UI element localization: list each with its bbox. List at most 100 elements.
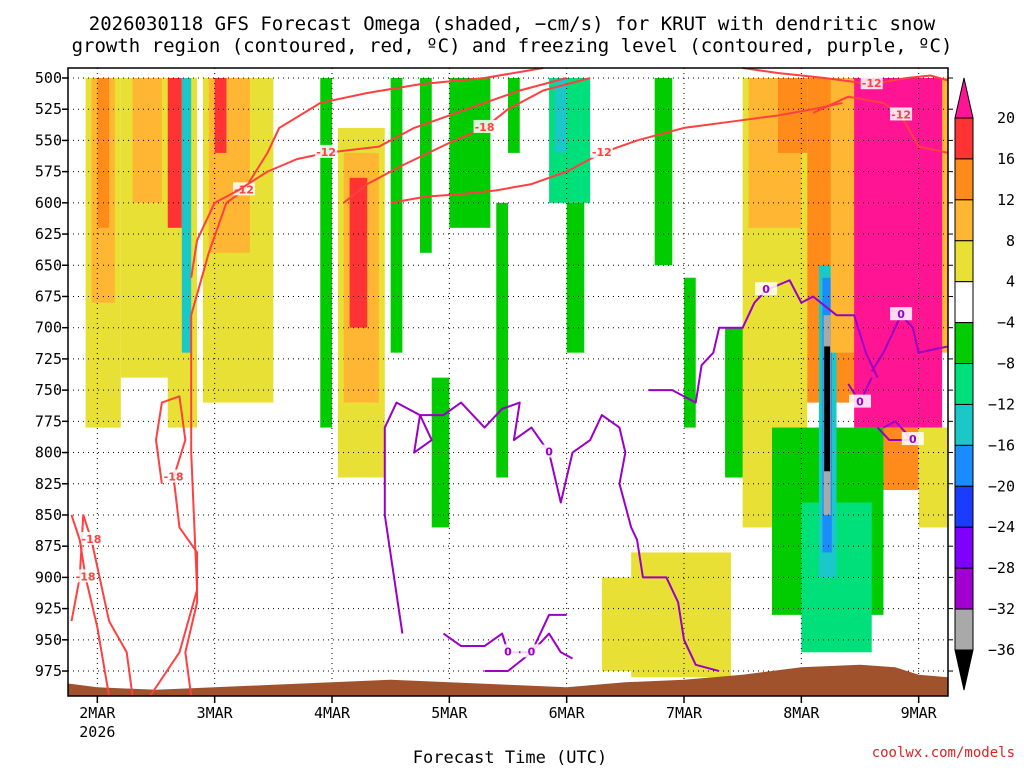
red-contour-label-bg-0	[80, 531, 103, 545]
colorbar-swatch-7	[954, 363, 974, 405]
colorbar-label-7: −12	[988, 395, 1015, 413]
omega-region-38	[824, 346, 831, 472]
colorbar-legend: 20 16 12 8 4 −4 −8 −12 −16 −20 −24 −28 −32 −36	[954, 77, 1015, 691]
red-contour-label-bg-3	[162, 469, 185, 483]
colorbar-label-9: −20	[988, 477, 1015, 495]
y-tick-label-875: 875	[35, 537, 62, 555]
y-tick-label-725: 725	[35, 350, 62, 368]
purple-contour-label-0: 0	[545, 446, 553, 459]
omega-region-23	[566, 202, 585, 353]
omega-region-16	[420, 77, 432, 253]
red-contour-label-7: -12	[891, 108, 911, 121]
omega-region-22	[554, 77, 567, 153]
x-tick-label-3: 3MAR	[197, 704, 234, 722]
colorbar-swatch-3	[954, 199, 974, 242]
omega-region-4	[132, 77, 162, 203]
colorbar-swatch-8	[954, 403, 974, 446]
red-contour-label-6: -12	[592, 146, 612, 159]
y-axis-ticks: 500 525 550 575 600 625 650 675 700 725 750 775 800 8…	[35, 69, 953, 680]
colorbar-label-0: 20	[997, 109, 1015, 127]
terrain-fill	[68, 664, 948, 696]
grid-lines	[68, 68, 948, 696]
omega-region-18	[449, 77, 491, 228]
omega-region-15	[390, 77, 403, 353]
omega-region-40	[854, 77, 943, 428]
y-tick-label-575: 575	[35, 163, 62, 181]
omega-region-10	[214, 77, 227, 153]
y-tick-label-950: 950	[35, 631, 62, 649]
x-tick-label-9: 9MAR	[901, 704, 938, 722]
omega-region-24	[601, 577, 638, 672]
purple-contour-label-bg-3	[755, 282, 778, 296]
terrain	[68, 664, 948, 696]
omega-region-20	[508, 77, 520, 153]
x-axis-label: Forecast Time (UTC)	[413, 748, 607, 768]
y-tick-label-600: 600	[35, 194, 62, 212]
red-contour-label-2: -18	[76, 570, 96, 583]
colorbar-label-4: 4	[1006, 273, 1015, 291]
purple-contour-label-6: 0	[856, 396, 864, 409]
y-tick-label-825: 825	[35, 475, 62, 493]
omega-region-14	[349, 177, 368, 328]
red-contour-label-bg-5	[473, 119, 496, 133]
red-contour-label-1: -12	[234, 183, 254, 196]
red-contour-label-bg-7	[890, 107, 913, 121]
x-tick-label-2: 2MAR	[79, 704, 116, 722]
purple-contour-label-bg-2	[520, 644, 543, 658]
colorbar-label-12: −32	[988, 600, 1015, 618]
colorbar-bottom-triangle	[954, 649, 974, 691]
omega-region-7	[181, 77, 192, 353]
colorbar-label-1: 16	[997, 150, 1015, 168]
colorbar-swatch-4	[954, 240, 974, 283]
colorbar-label-6: −8	[997, 355, 1015, 373]
colorbar-swatch-10	[954, 485, 974, 528]
colorbar-label-11: −28	[988, 559, 1015, 577]
red-contour-label-8: -12	[862, 77, 882, 90]
x-tick-label-5: 5MAR	[431, 704, 468, 722]
y-tick-label-625: 625	[35, 225, 62, 243]
dendritic-snow-contours: -18 -12 -18 -18 -12 -18 -12 -12 -12	[70, 67, 949, 697]
purple-contour-label-5: 0	[909, 433, 917, 446]
y-tick-label-525: 525	[35, 100, 62, 118]
x-tick-label-7: 7MAR	[666, 704, 703, 722]
chart-title-line-1: 2026030118 GFS Forecast Omega (shaded, −…	[89, 13, 936, 35]
y-tick-label-675: 675	[35, 287, 62, 305]
x-tick-label-6: 6MAR	[549, 704, 586, 722]
omega-region-11	[320, 77, 332, 428]
purple-contour-label-4: 0	[897, 308, 905, 321]
red-contour-label-5: -18	[475, 121, 495, 134]
red-contour-label-0: -18	[82, 533, 102, 546]
colorbar-label-10: −24	[988, 518, 1015, 536]
y-tick-label-550: 550	[35, 131, 62, 149]
y-tick-label-700: 700	[35, 319, 62, 337]
red-contour-label-bg-4	[315, 144, 338, 158]
colorbar-label-5: −4	[997, 314, 1015, 332]
colorbar-label-3: 8	[1006, 232, 1015, 250]
red-contour-label-4: -12	[316, 146, 336, 159]
colorbar-label-8: −16	[988, 436, 1015, 454]
axes	[67, 67, 949, 697]
purple-contour-label-2: 0	[528, 645, 536, 658]
red-contour-label-bg-2	[74, 569, 97, 583]
red-contour-label-bg-6	[590, 144, 613, 158]
omega-region-28	[725, 327, 749, 478]
purple-contour-label-1: 0	[504, 645, 512, 658]
purple-contour-label-bg-1	[497, 644, 519, 658]
purple-contour-label-3: 0	[762, 283, 770, 296]
x-tick-label-4: 4MAR	[314, 704, 351, 722]
purple-contour-label-bg-6	[849, 394, 871, 408]
y-tick-label-800: 800	[35, 444, 62, 462]
plot-frame	[67, 67, 949, 697]
x-tick-label-8: 8MAR	[783, 704, 820, 722]
purple-contour-label-bg-5	[901, 432, 924, 446]
purple-contour-label-bg-4	[890, 307, 913, 321]
colorbar-swatch-13	[954, 608, 974, 651]
credit-text: coolwx.com/models	[872, 745, 1015, 761]
colorbar-swatch-11	[954, 526, 974, 569]
y-tick-label-925: 925	[35, 600, 62, 618]
colorbar-swatch-12	[954, 567, 974, 610]
colorbar-swatch-6	[954, 322, 974, 365]
y-tick-label-500: 500	[35, 69, 62, 87]
